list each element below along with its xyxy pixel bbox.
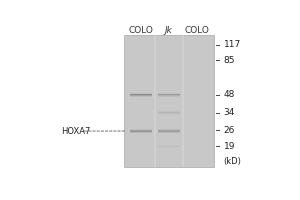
Bar <box>158 94 180 95</box>
Bar <box>130 96 152 97</box>
Text: 19: 19 <box>224 142 235 151</box>
Bar <box>130 94 152 95</box>
Bar <box>154 35 156 167</box>
Bar <box>158 95 180 96</box>
Bar <box>130 132 152 133</box>
Bar <box>158 111 180 112</box>
Bar <box>158 112 180 113</box>
Text: COLO: COLO <box>184 26 209 35</box>
Text: HOXA7: HOXA7 <box>61 127 90 136</box>
Bar <box>158 114 180 115</box>
Bar <box>158 96 180 97</box>
Bar <box>158 93 180 94</box>
Text: 85: 85 <box>224 56 235 65</box>
Bar <box>158 114 180 115</box>
Text: 34: 34 <box>224 108 235 117</box>
Bar <box>158 132 180 133</box>
Bar <box>158 130 180 131</box>
Text: (kD): (kD) <box>224 157 242 166</box>
Bar <box>158 131 180 132</box>
Bar <box>158 133 180 134</box>
Bar <box>130 94 152 95</box>
Bar <box>130 129 152 130</box>
Bar <box>130 93 152 94</box>
Bar <box>158 129 180 130</box>
Bar <box>130 95 152 96</box>
Text: Jk: Jk <box>165 26 173 35</box>
Bar <box>130 131 152 132</box>
Text: 48: 48 <box>224 90 235 99</box>
Bar <box>130 130 152 131</box>
Bar <box>158 94 180 95</box>
Text: 117: 117 <box>224 40 241 49</box>
Bar <box>158 113 180 114</box>
Bar <box>124 35 214 167</box>
Text: 26: 26 <box>224 126 235 135</box>
Bar <box>182 35 184 167</box>
Text: COLO: COLO <box>128 26 153 35</box>
